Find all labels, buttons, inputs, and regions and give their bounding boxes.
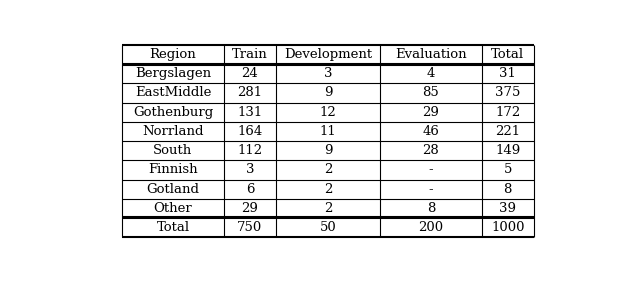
Text: Region: Region — [150, 48, 196, 61]
Text: 375: 375 — [495, 86, 520, 99]
Text: 149: 149 — [495, 144, 520, 157]
Text: 5: 5 — [504, 163, 512, 177]
Text: 1000: 1000 — [491, 221, 525, 234]
Text: EastMiddle: EastMiddle — [135, 86, 211, 99]
Text: Gothenburg: Gothenburg — [133, 106, 213, 119]
Text: 9: 9 — [324, 86, 332, 99]
Text: 46: 46 — [422, 125, 439, 138]
Text: 28: 28 — [422, 144, 439, 157]
Text: Finnish: Finnish — [148, 163, 198, 177]
Text: Train: Train — [232, 48, 268, 61]
Text: Norrland: Norrland — [142, 125, 204, 138]
Text: 39: 39 — [499, 202, 516, 215]
Text: 8: 8 — [427, 202, 435, 215]
Text: Development: Development — [284, 48, 372, 61]
Text: 50: 50 — [319, 221, 337, 234]
Text: 29: 29 — [422, 106, 439, 119]
Text: Total: Total — [156, 221, 189, 234]
Text: 85: 85 — [422, 86, 439, 99]
Text: 3: 3 — [246, 163, 254, 177]
Text: -: - — [429, 163, 433, 177]
Text: 3: 3 — [324, 67, 332, 80]
Text: Other: Other — [154, 202, 193, 215]
Text: 2: 2 — [324, 183, 332, 196]
Text: 2: 2 — [324, 163, 332, 177]
Text: -: - — [429, 183, 433, 196]
Text: Bergslagen: Bergslagen — [135, 67, 211, 80]
Text: 4: 4 — [427, 67, 435, 80]
Text: 164: 164 — [237, 125, 262, 138]
Text: 31: 31 — [499, 67, 516, 80]
Text: 2: 2 — [324, 202, 332, 215]
Text: 750: 750 — [237, 221, 262, 234]
Text: 8: 8 — [504, 183, 512, 196]
Text: 12: 12 — [319, 106, 337, 119]
Text: 200: 200 — [419, 221, 444, 234]
Text: 221: 221 — [495, 125, 520, 138]
Text: 29: 29 — [241, 202, 259, 215]
Text: 11: 11 — [319, 125, 337, 138]
Text: 9: 9 — [324, 144, 332, 157]
Text: 131: 131 — [237, 106, 262, 119]
Text: Total: Total — [492, 48, 524, 61]
Text: South: South — [154, 144, 193, 157]
Text: Evaluation: Evaluation — [395, 48, 467, 61]
Text: 172: 172 — [495, 106, 520, 119]
Text: 6: 6 — [246, 183, 254, 196]
Text: 281: 281 — [237, 86, 262, 99]
Text: Gotland: Gotland — [147, 183, 200, 196]
Text: 112: 112 — [237, 144, 262, 157]
Text: 24: 24 — [241, 67, 259, 80]
